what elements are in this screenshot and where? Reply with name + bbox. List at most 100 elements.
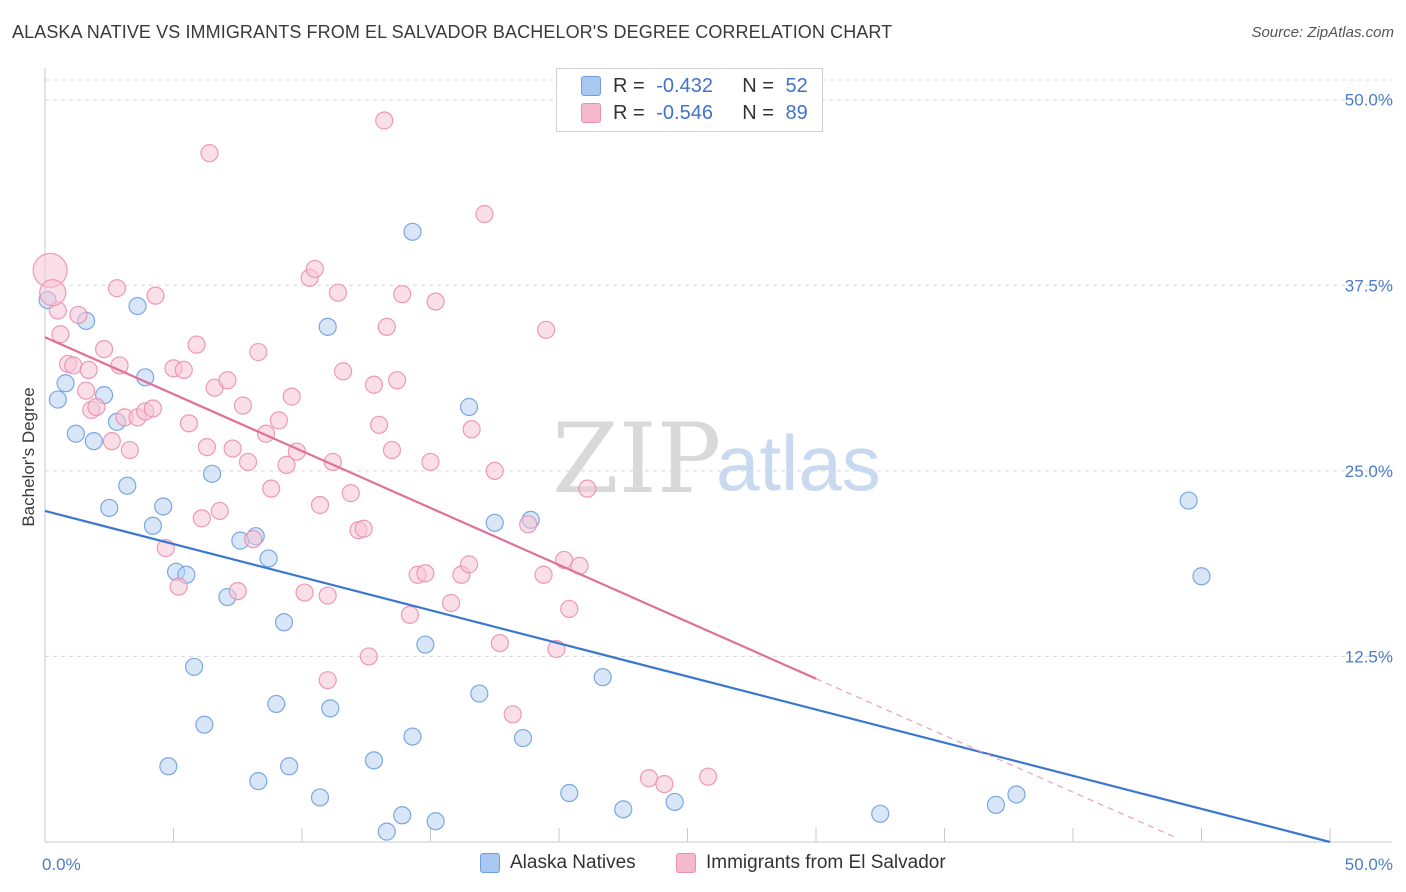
- point-el-salvador: [146, 286, 165, 305]
- point-alaska-natives: [416, 635, 435, 654]
- point-el-salvador: [560, 599, 579, 619]
- point-el-salvador: [64, 356, 83, 375]
- point-alaska-natives: [986, 795, 1006, 814]
- x-tick-label: 50.0%: [1345, 855, 1393, 874]
- point-el-salvador: [197, 437, 217, 457]
- point-el-salvador: [341, 484, 360, 503]
- point-el-salvador: [426, 292, 445, 311]
- point-alaska-natives: [66, 424, 85, 443]
- point-el-salvador: [459, 555, 479, 574]
- point-alaska-natives: [665, 792, 684, 812]
- point-el-salvador: [441, 593, 461, 613]
- y-tick-label: 25.0%: [1345, 462, 1393, 481]
- watermark: ZIP atlas: [552, 403, 881, 515]
- point-el-salvador: [269, 411, 288, 430]
- legend-swatch-elsalvador: [676, 853, 696, 873]
- n-label: N =: [742, 74, 774, 97]
- point-el-salvador: [77, 381, 96, 400]
- point-el-salvador: [277, 455, 296, 475]
- point-alaska-natives: [1179, 491, 1198, 510]
- point-alaska-natives: [48, 390, 67, 409]
- point-el-salvador: [519, 515, 538, 534]
- point-el-salvador: [534, 565, 553, 584]
- point-el-salvador: [485, 461, 504, 480]
- watermark-atlas: atlas: [716, 419, 881, 507]
- point-alaska-natives: [1007, 785, 1026, 804]
- legend-label: Immigrants from El Salvador: [706, 852, 946, 873]
- point-el-salvador: [421, 452, 440, 472]
- watermark-zip: ZIP: [552, 403, 721, 515]
- point-el-salvador: [334, 362, 353, 381]
- stats-legend: R = -0.432 N = 52 R = -0.546 N = 89: [556, 68, 823, 132]
- point-alaska-natives: [513, 728, 533, 748]
- point-el-salvador: [416, 564, 435, 583]
- point-el-salvador: [120, 440, 139, 460]
- legend-label: Alaska Natives: [510, 852, 636, 873]
- trendline-el-salvador: [44, 336, 817, 680]
- point-el-salvador: [210, 501, 229, 521]
- point-el-salvador: [370, 415, 389, 434]
- point-el-salvador: [310, 495, 330, 515]
- point-el-salvador: [256, 424, 276, 443]
- point-alaska-natives: [1192, 567, 1211, 586]
- point-alaska-natives: [403, 222, 422, 241]
- point-el-salvador: [639, 769, 659, 788]
- point-el-salvador: [393, 285, 412, 304]
- point-el-salvador: [305, 259, 324, 279]
- point-alaska-natives: [143, 516, 163, 535]
- r-label: R =: [613, 101, 645, 124]
- trend-lines: [44, 336, 1331, 844]
- point-alaska-natives: [100, 498, 119, 518]
- point-el-salvador: [698, 767, 718, 786]
- point-el-salvador: [377, 317, 396, 336]
- point-el-salvador: [187, 335, 206, 354]
- point-el-salvador: [295, 583, 314, 602]
- point-el-salvador: [238, 452, 258, 472]
- n-value: 52: [785, 74, 808, 97]
- point-el-salvador: [51, 325, 70, 344]
- point-el-salvador: [655, 774, 674, 794]
- point-el-salvador: [578, 479, 597, 498]
- point-alaska-natives: [485, 513, 504, 532]
- r-value: -0.546: [656, 101, 713, 124]
- point-el-salvador: [179, 414, 199, 433]
- point-alaska-natives: [310, 788, 330, 807]
- point-alaska-natives: [195, 715, 214, 734]
- legend-item-el-salvador: Immigrants from El Salvador: [676, 852, 946, 874]
- legend-swatch-alaska: [581, 76, 601, 96]
- n-value: 89: [785, 101, 808, 124]
- grid-lines: [45, 79, 1392, 657]
- point-alaska-natives: [377, 822, 396, 841]
- point-alaska-natives: [318, 317, 337, 336]
- n-label: N =: [742, 101, 774, 124]
- point-el-salvador: [174, 360, 193, 379]
- y-tick-label: 12.5%: [1345, 647, 1393, 666]
- point-el-salvador: [200, 144, 219, 163]
- point-el-salvador: [143, 399, 163, 418]
- point-alaska-natives: [426, 812, 445, 831]
- point-el-salvador: [359, 647, 378, 666]
- point-el-salvador: [475, 204, 494, 224]
- point-el-salvador: [102, 432, 121, 451]
- point-el-salvador: [490, 633, 509, 653]
- point-el-salvador: [39, 279, 67, 307]
- point-el-salvador: [400, 605, 420, 624]
- point-alaska-natives: [459, 397, 479, 417]
- point-el-salvador: [387, 371, 407, 390]
- source-label: Source: ZipAtlas.com: [1251, 24, 1394, 41]
- legend-swatch-alaska: [480, 853, 500, 873]
- point-el-salvador: [262, 479, 281, 498]
- point-alaska-natives: [259, 549, 278, 568]
- point-alaska-natives: [274, 613, 294, 632]
- legend-item-alaska-natives: Alaska Natives: [480, 852, 636, 874]
- trendline-alaska-natives: [44, 509, 1331, 844]
- r-value: -0.432: [656, 74, 713, 97]
- y-tick-label: 37.5%: [1345, 276, 1393, 295]
- point-el-salvador: [318, 586, 337, 605]
- point-alaska-natives: [84, 432, 103, 451]
- point-el-salvador: [169, 577, 188, 596]
- point-el-salvador: [375, 111, 394, 130]
- y-axis-label: Bachelor's Degree: [19, 387, 38, 526]
- point-alaska-natives: [321, 699, 340, 718]
